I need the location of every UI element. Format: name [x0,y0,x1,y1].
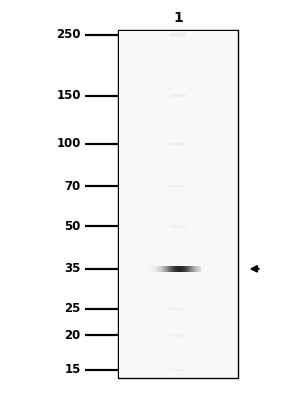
Bar [189,266,190,272]
Bar [184,266,185,272]
Bar [162,266,163,272]
Bar [118,30,238,378]
Bar [170,308,186,310]
Bar [149,266,150,272]
Bar [174,266,175,272]
Bar [173,266,174,272]
Bar [150,266,151,272]
Bar [172,266,173,272]
Bar [193,266,194,272]
Bar [170,185,186,188]
Bar [175,266,176,272]
Bar [170,266,171,272]
Bar [186,266,187,272]
Bar [198,266,199,272]
Bar [157,266,158,272]
Bar [147,266,148,272]
Text: 70: 70 [65,180,81,193]
Text: 50: 50 [64,220,81,233]
Bar [177,266,178,272]
Bar [194,266,195,272]
Bar [146,266,147,272]
Bar [182,266,183,272]
Bar [151,266,152,272]
Bar [166,266,167,272]
Bar [187,266,188,272]
Text: 100: 100 [56,137,81,150]
Bar [152,266,153,272]
Bar [160,266,161,272]
Bar [183,266,184,272]
Text: 15: 15 [64,363,81,376]
Bar [195,266,196,272]
Bar [171,266,172,272]
Bar [165,266,166,272]
Bar [156,266,157,272]
Bar [196,266,197,272]
Bar [169,266,170,272]
Text: 35: 35 [64,262,81,275]
Bar [153,266,154,272]
Text: 150: 150 [56,89,81,102]
Bar [154,266,155,272]
Bar [148,266,149,272]
Bar [170,143,186,145]
Bar [159,266,160,272]
Bar [197,266,198,272]
Bar [170,34,186,36]
Bar [176,266,177,272]
Bar [161,266,162,272]
Bar [170,94,186,97]
Bar [119,31,237,377]
Bar [191,266,192,272]
Text: 1: 1 [173,11,183,25]
Bar [181,266,182,272]
Bar [180,266,181,272]
Text: 250: 250 [56,28,81,41]
Bar [190,266,191,272]
Bar [155,266,156,272]
Bar [167,266,168,272]
Bar [170,334,186,337]
Bar [168,266,169,272]
Bar [185,266,186,272]
Bar [170,225,186,228]
Bar [170,368,186,371]
Bar [188,266,189,272]
Bar [163,266,164,272]
Bar [200,266,201,272]
Text: 25: 25 [64,302,81,316]
Bar [178,266,179,272]
Bar [158,266,159,272]
Text: 20: 20 [65,329,81,342]
Bar [192,266,193,272]
Bar [164,266,165,272]
Bar [179,266,180,272]
Bar [170,268,186,270]
Bar [199,266,200,272]
